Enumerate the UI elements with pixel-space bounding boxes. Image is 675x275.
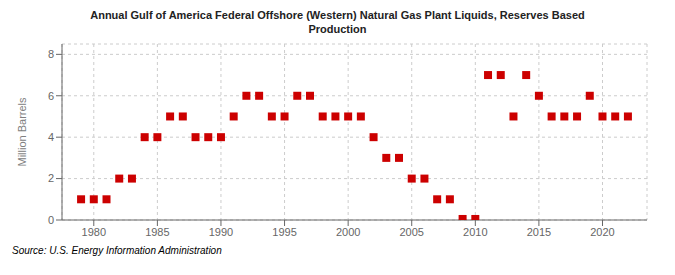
svg-text:Million Barrels: Million Barrels (16, 97, 28, 167)
html-text:Source: U.S. Energy Informatio: Source: U.S. Energy Information Administ… (12, 245, 222, 256)
svg-text:1995: 1995 (272, 226, 296, 238)
svg-text:0: 0 (48, 214, 54, 226)
html-text:Annual Gulf of America Federal: Annual Gulf of America Federal Offshore … (90, 9, 585, 35)
svg-text:6: 6 (48, 90, 54, 102)
svg-text:2: 2 (48, 172, 54, 184)
svg-text:1990: 1990 (209, 226, 233, 238)
svg-text:1980: 1980 (82, 226, 106, 238)
svg-text:2020: 2020 (590, 226, 614, 238)
svg-text:2015: 2015 (527, 226, 551, 238)
svg-text:2010: 2010 (463, 226, 487, 238)
svg-text:8: 8 (48, 48, 54, 60)
svg-text:2000: 2000 (336, 226, 360, 238)
svg-text:4: 4 (48, 131, 54, 143)
svg-text:1985: 1985 (145, 226, 169, 238)
svg-text:2005: 2005 (399, 226, 423, 238)
